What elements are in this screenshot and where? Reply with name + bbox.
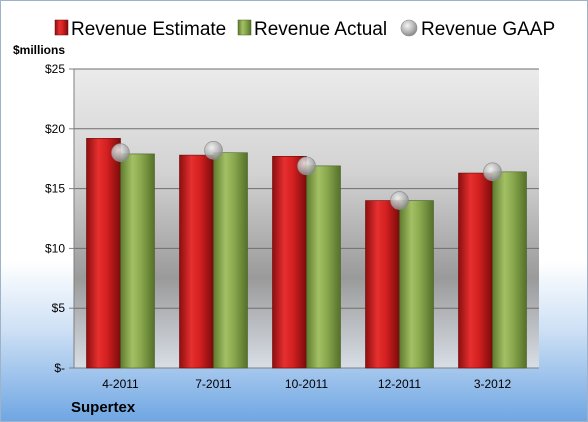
estimate-bar — [272, 156, 307, 369]
y-tick-label: $10 — [45, 241, 65, 255]
x-tick-label: 3-2012 — [474, 377, 512, 391]
y-tick-label: $5 — [52, 301, 66, 315]
x-tick-label: 12-2011 — [378, 377, 421, 391]
legend-marker-gaap — [400, 19, 418, 37]
actual-bar — [399, 200, 434, 369]
estimate-bar — [86, 138, 121, 369]
y-tick-label: $15 — [45, 182, 65, 196]
legend: Revenue Estimate Revenue Actual Revenue … — [54, 19, 555, 40]
actual-bar — [213, 152, 248, 369]
actual-bar — [306, 165, 341, 369]
legend-swatch-estimate — [54, 19, 69, 36]
gaap-marker — [390, 191, 409, 210]
x-tick-label: 4-2011 — [102, 377, 139, 391]
legend-label-estimate: Revenue Estimate — [71, 19, 226, 40]
legend-label-actual: Revenue Actual — [254, 19, 387, 40]
legend-item-gaap: Revenue GAAP — [400, 19, 555, 40]
gaap-marker — [204, 141, 223, 160]
y-tick-label: $20 — [45, 122, 65, 136]
company-label: Supertex — [71, 399, 136, 416]
gaap-marker — [297, 156, 316, 176]
estimate-bar — [458, 172, 493, 369]
legend-swatch-actual — [237, 19, 252, 36]
estimate-bar — [365, 200, 400, 369]
y-tick-label: $- — [54, 361, 65, 375]
gaap-marker — [111, 143, 130, 163]
legend-item-actual: Revenue Actual — [237, 19, 387, 40]
legend-label-gaap: Revenue GAAP — [421, 19, 555, 40]
gaap-marker — [483, 162, 502, 182]
x-tick-label: 10-2011 — [285, 377, 328, 391]
actual-bar — [120, 153, 155, 369]
y-tick-label: $25 — [45, 62, 65, 76]
estimate-bar — [179, 154, 214, 369]
x-tick-label: 7-2011 — [195, 377, 232, 391]
actual-bar — [492, 171, 527, 369]
unit-label: $millions — [13, 43, 65, 57]
legend-item-estimate: Revenue Estimate — [54, 19, 226, 40]
plot-area: $- $5 $10 $15 $20 $25 4-2011 7-2011 10-2011 12-20… — [45, 62, 539, 391]
